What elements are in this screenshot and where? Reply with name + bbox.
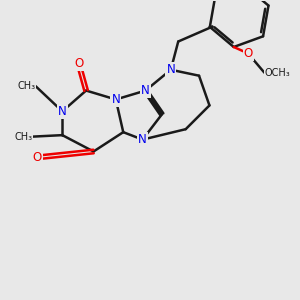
Text: N: N — [167, 63, 175, 76]
Text: O: O — [74, 57, 83, 70]
Text: CH₃: CH₃ — [14, 132, 33, 142]
Text: N: N — [111, 93, 120, 106]
Text: O: O — [244, 47, 253, 60]
Text: OCH₃: OCH₃ — [264, 68, 290, 78]
Text: N: N — [58, 105, 67, 118]
Text: CH₃: CH₃ — [17, 81, 36, 91]
Text: N: N — [138, 133, 147, 146]
Text: O: O — [32, 151, 42, 164]
Text: N: N — [141, 84, 150, 97]
